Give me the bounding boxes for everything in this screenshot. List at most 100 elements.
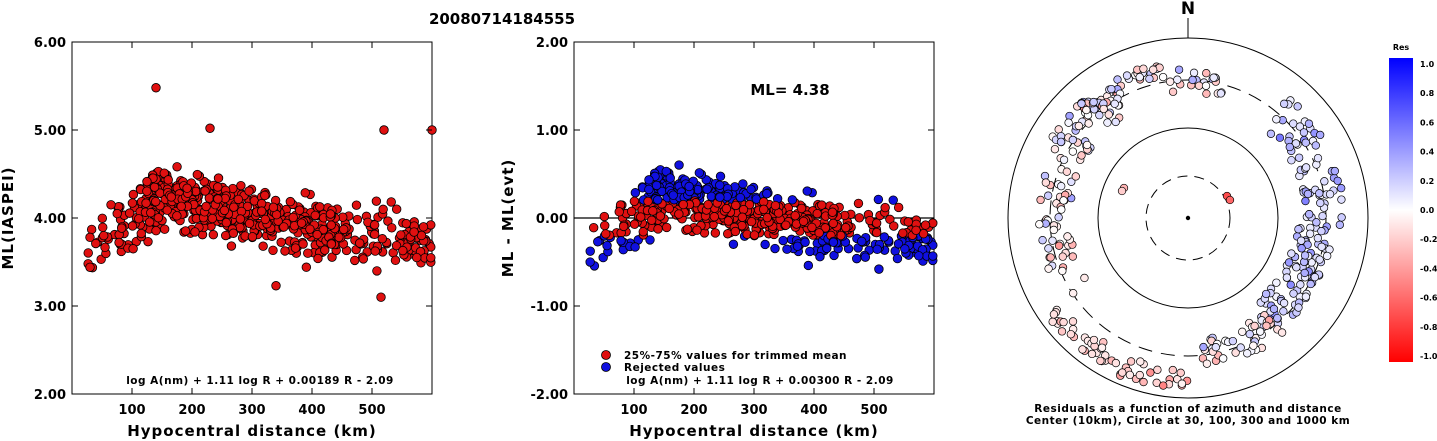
polar-point (1078, 345, 1087, 354)
polar-point (1145, 74, 1154, 84)
polar-point (1168, 87, 1178, 96)
polar-point (1057, 327, 1067, 336)
polar-point (1266, 129, 1276, 138)
polar-point (1291, 139, 1301, 148)
left-point (112, 208, 122, 219)
rejected-point (593, 237, 603, 247)
rejected-point (694, 168, 705, 178)
polar-point (1305, 210, 1314, 219)
left-point (390, 255, 401, 266)
polar-point (1099, 104, 1108, 114)
rejected-point (879, 232, 890, 242)
middle-y-ticks: -2.00 -1.00 0.00 1.00 2.00 (531, 36, 934, 403)
polar-point (1306, 279, 1315, 289)
polar-point (1236, 343, 1245, 352)
ring-100km (1097, 127, 1279, 309)
polar-point (1049, 310, 1059, 319)
left-point (318, 224, 329, 235)
trimmed-point (871, 227, 882, 238)
trimmed-point (880, 202, 890, 213)
center-point (1185, 215, 1191, 221)
polar-point (1279, 99, 1289, 108)
polar-point (1231, 348, 1240, 357)
polar-point (1300, 268, 1309, 278)
left-point (205, 123, 215, 133)
polar-point (1068, 252, 1077, 261)
north-label: N (1181, 0, 1195, 19)
rejected-point (668, 190, 678, 200)
left-point (142, 186, 152, 196)
polar-point (1219, 354, 1228, 363)
left-point (221, 230, 231, 241)
polar-point (1065, 111, 1074, 121)
middle-panel: -2.00 -1.00 0.00 1.00 2.00 100 200 300 400 500 M… (499, 36, 938, 440)
polar-point (1293, 102, 1302, 111)
left-point (358, 254, 369, 264)
left-point (258, 241, 268, 251)
colorbar-tick-label: 0.0 (1420, 206, 1435, 215)
left-point (159, 224, 170, 234)
polar-point (1122, 71, 1132, 80)
trimmed-point (827, 207, 838, 217)
polar-point (1243, 349, 1252, 358)
middle-xtick-label: 200 (680, 403, 707, 418)
left-point (260, 190, 270, 201)
trimmed-point (655, 211, 666, 221)
left-point (369, 220, 380, 230)
left-point (100, 242, 110, 253)
trimmed-point (781, 220, 791, 230)
left-point (305, 224, 315, 234)
event-title: 20080714184555 (429, 10, 575, 28)
rejected-point (852, 253, 862, 264)
polar-point (1273, 313, 1282, 323)
left-point (200, 186, 210, 196)
rejected-point (800, 237, 810, 247)
trimmed-point (638, 227, 648, 237)
polar-point (1082, 105, 1091, 115)
rejected-point (684, 181, 694, 192)
rejected-point (738, 179, 748, 189)
colorbar-tick-label: -0.8 (1420, 323, 1437, 332)
left-point (426, 253, 436, 263)
rejected-point (585, 257, 595, 267)
polar-point (1064, 118, 1073, 127)
polar-point (1044, 264, 1053, 273)
left-point (271, 281, 281, 291)
polar-point (1054, 241, 1064, 250)
polar-point (1069, 289, 1078, 298)
polar-point (1168, 365, 1177, 375)
rejected-point (872, 244, 882, 255)
trimmed-point (629, 219, 640, 229)
polar-point (1041, 178, 1050, 187)
left-ytick-label: 3.00 (34, 300, 66, 315)
rejected-point (665, 173, 675, 183)
polar-point (1058, 266, 1067, 276)
left-point (409, 227, 419, 237)
polar-point (1068, 317, 1078, 326)
polar-point (1084, 119, 1093, 128)
left-x-axis-label: Hypocentral distance (km) (127, 422, 377, 440)
trimmed-point (889, 221, 899, 231)
polar-caption-line2: Center (10km), Circle at 30, 100, 300 an… (1026, 415, 1350, 427)
colorbar-tick-label: -1.0 (1420, 352, 1437, 361)
left-point (226, 241, 237, 251)
polar-point (1135, 370, 1144, 380)
left-point (315, 202, 325, 212)
polar-point (1096, 356, 1105, 366)
polar-point (1337, 184, 1346, 193)
polar-point (1149, 65, 1158, 74)
colorbar-tick-label: -0.4 (1420, 264, 1437, 273)
left-point (128, 244, 138, 254)
left-point (326, 239, 337, 249)
middle-points (585, 160, 938, 274)
left-point (91, 238, 101, 249)
rejected-point (702, 184, 712, 194)
polar-point (1297, 244, 1306, 253)
rejected-point (828, 237, 839, 247)
polar-point (1158, 72, 1168, 82)
polar-point (1262, 321, 1271, 330)
polar-point (1303, 240, 1312, 249)
polar-point (1035, 220, 1044, 229)
left-point (313, 253, 323, 264)
